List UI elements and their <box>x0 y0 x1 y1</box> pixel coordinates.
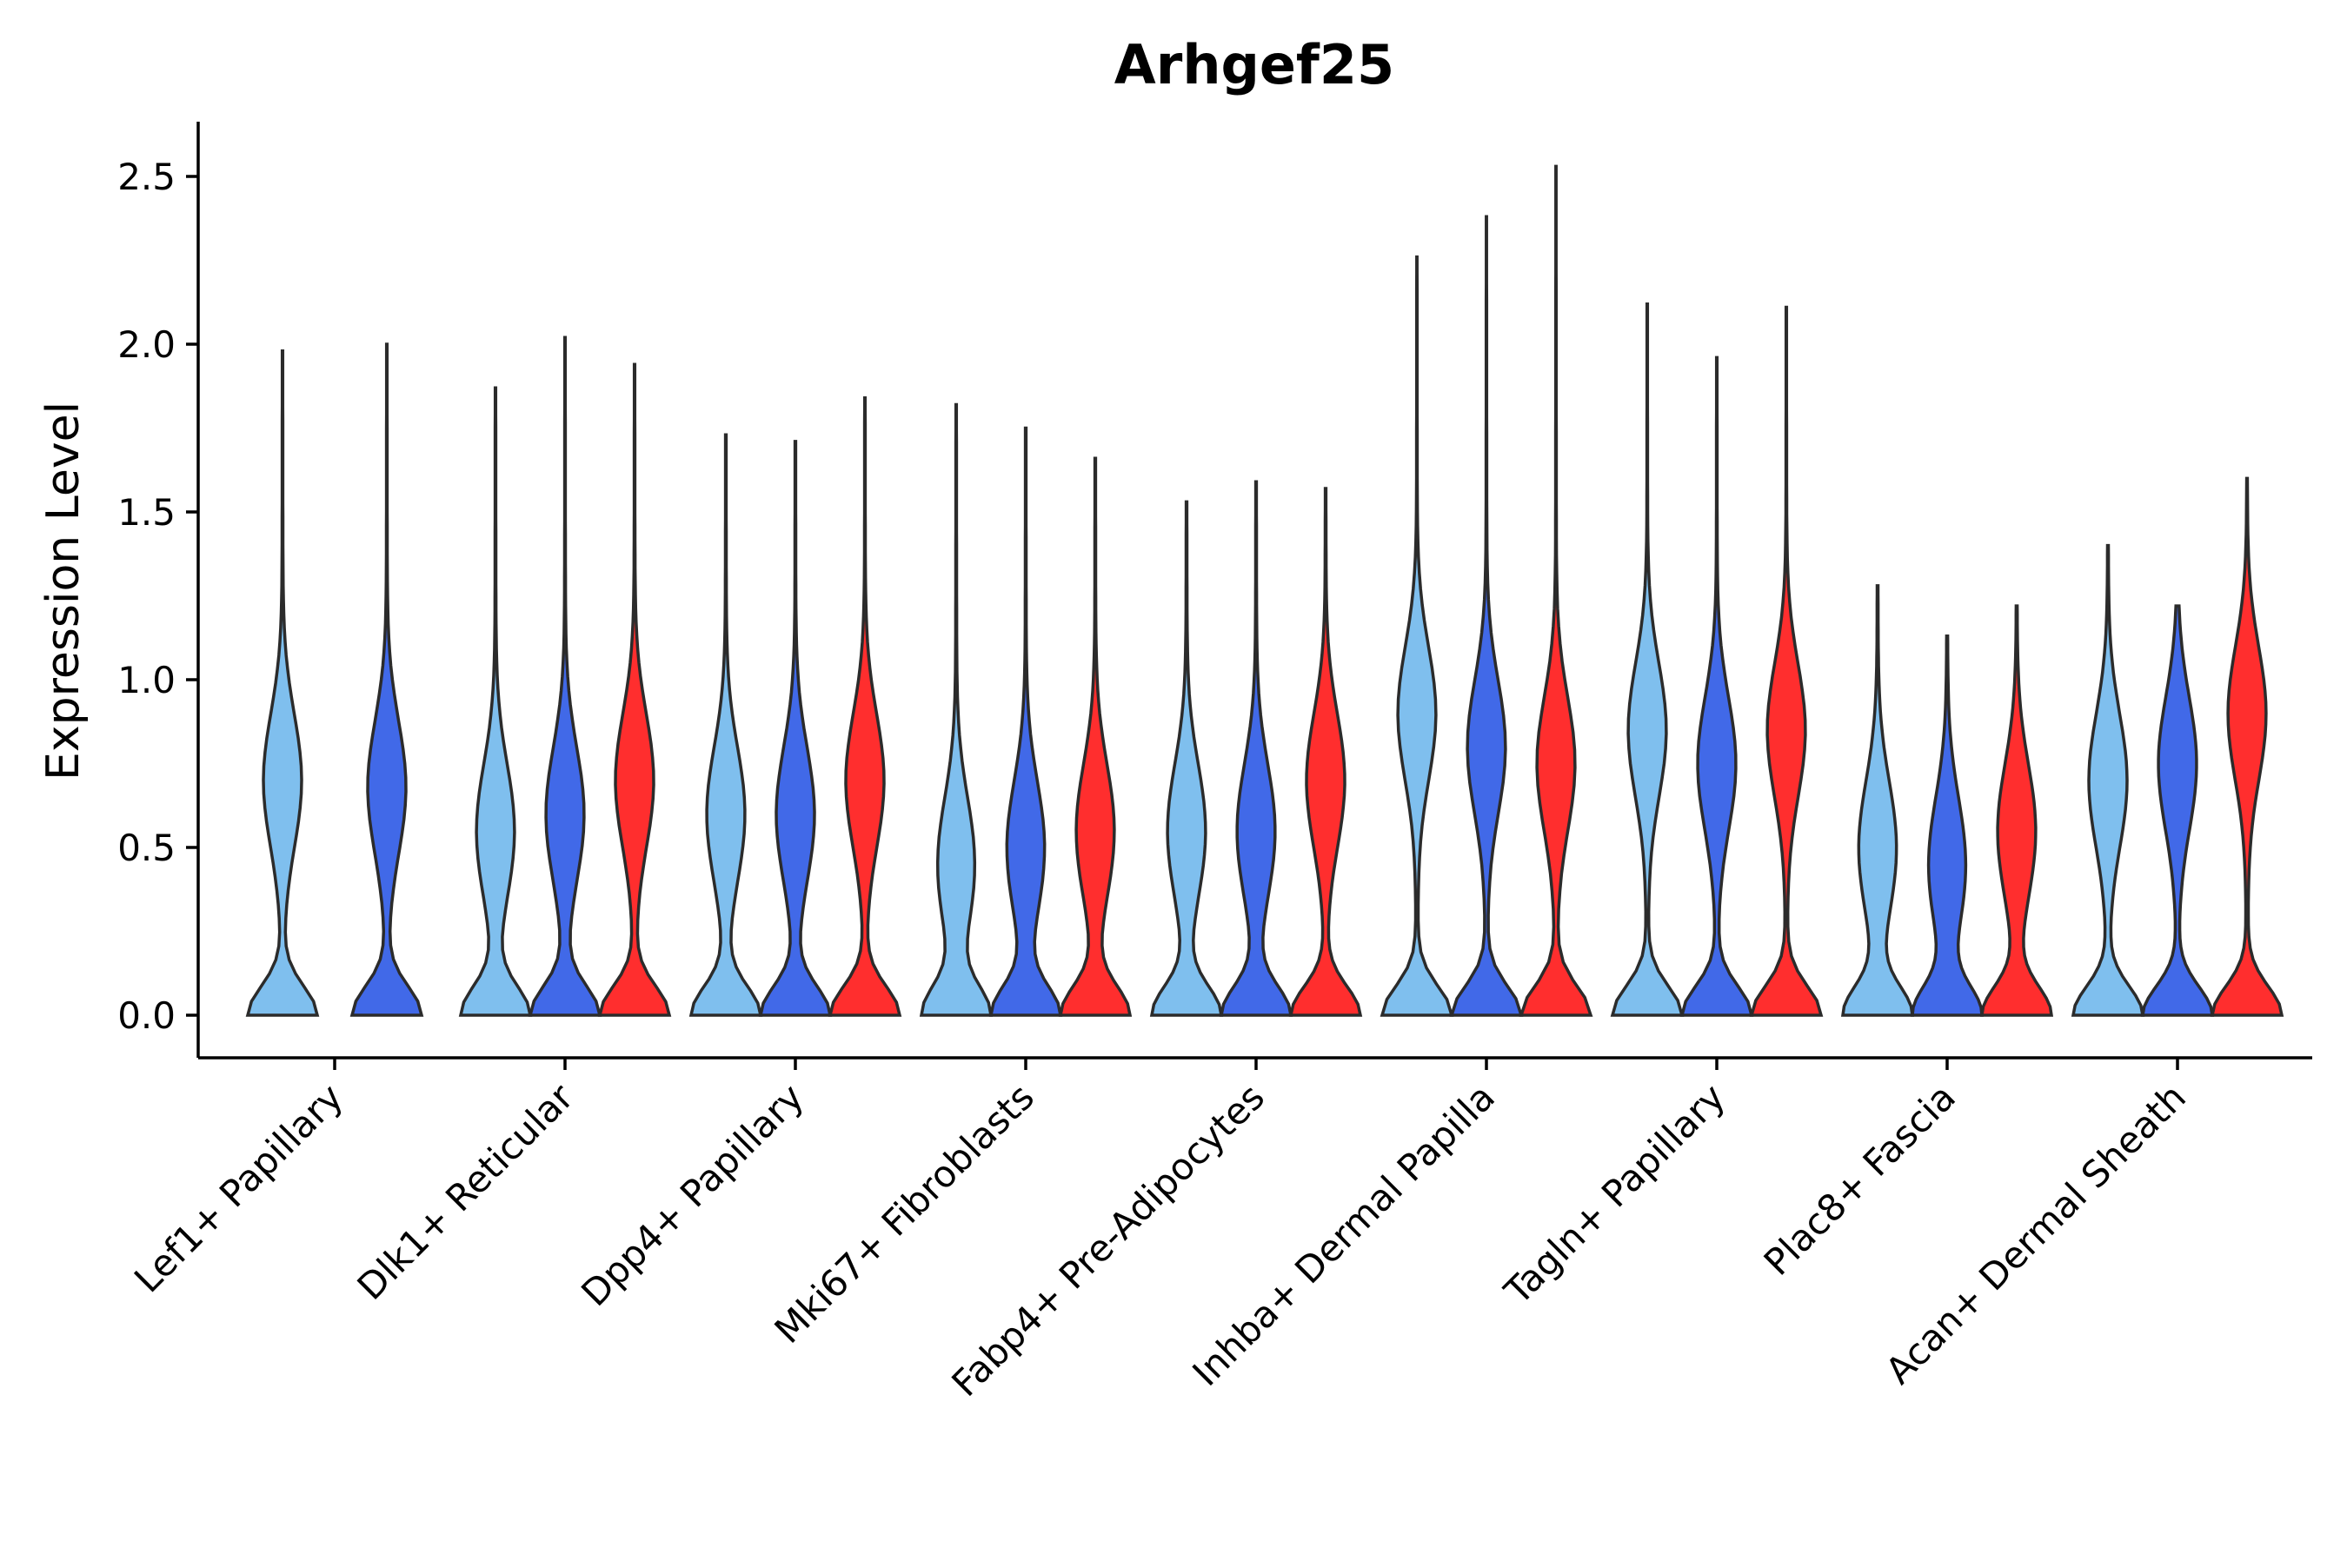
violin-group-2-8 <box>2140 604 2215 1017</box>
violin-group-1-5 <box>1380 255 1454 1017</box>
violin-group-1-4 <box>1149 500 1224 1017</box>
violin-group-3-4 <box>1288 487 1363 1017</box>
violin-group-1-0 <box>245 349 320 1017</box>
violin-group-1-7 <box>1840 584 1915 1017</box>
x-tick-label: Dlk1+ Reticular <box>349 1075 582 1308</box>
x-tick-label: Dpp4+ Papillary <box>573 1075 812 1314</box>
violin-group-2-7 <box>1911 635 1984 1017</box>
x-tick-label: Mki67+ Fibroblasts <box>767 1075 1042 1351</box>
y-axis-title: Expression Level <box>37 402 90 781</box>
violin-group-2-0 <box>349 342 424 1017</box>
y-tick-label: 0.5 <box>117 827 176 869</box>
x-tick-label: Plac8+ Fascia <box>1756 1075 1964 1283</box>
violin-group-2-3 <box>988 426 1063 1017</box>
violin-group-3-1 <box>597 362 672 1017</box>
violin-group-2-6 <box>1679 355 1754 1017</box>
violin-group-2-2 <box>758 440 833 1017</box>
x-tick-label: Tagln+ Papillary <box>1496 1075 1733 1312</box>
violin-group-3-5 <box>1519 164 1593 1017</box>
violin-group-2-4 <box>1219 480 1293 1017</box>
violin-group-1-6 <box>1610 302 1685 1017</box>
violin-group-3-2 <box>828 396 902 1017</box>
violin-group-3-7 <box>1979 604 2054 1017</box>
y-tick-label: 2.0 <box>117 323 176 366</box>
violin-group-1-3 <box>919 402 994 1017</box>
violin-group-3-3 <box>1058 456 1133 1017</box>
violin-group-3-8 <box>2210 476 2284 1017</box>
x-tick-label: Lef1+ Papillary <box>126 1075 351 1300</box>
violin-group-2-1 <box>528 336 602 1017</box>
chart-title: Arhgef25 <box>1114 33 1394 96</box>
y-tick-label: 2.5 <box>117 156 176 198</box>
y-tick-label: 1.5 <box>117 491 176 534</box>
y-tick-label: 0.0 <box>117 994 176 1037</box>
violin-group-2-5 <box>1449 215 1524 1017</box>
violin-group-1-8 <box>2071 543 2145 1017</box>
violin-group-3-6 <box>1749 305 1824 1017</box>
violin-group-1-1 <box>458 386 533 1017</box>
violin-group-1-2 <box>688 433 763 1017</box>
violins-layer <box>245 164 2284 1017</box>
y-tick-label: 1.0 <box>117 659 176 701</box>
